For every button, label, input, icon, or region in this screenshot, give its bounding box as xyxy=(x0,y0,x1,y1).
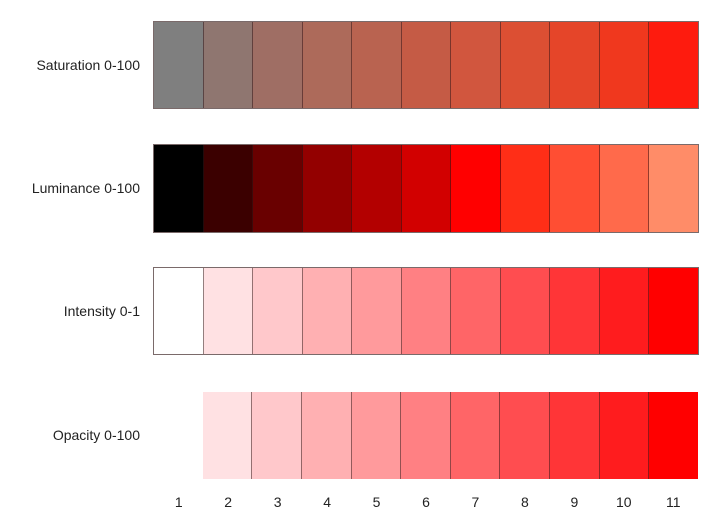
tick-label: 11 xyxy=(665,494,681,510)
color-swatch xyxy=(450,392,501,479)
color-swatch xyxy=(649,22,699,108)
color-swatch xyxy=(352,268,402,354)
color-swatch xyxy=(202,392,253,479)
color-swatch xyxy=(302,268,353,354)
color-swatch xyxy=(352,22,402,108)
tick-label: 8 xyxy=(521,494,529,510)
tick-label: 1 xyxy=(174,494,183,510)
color-swatch xyxy=(550,268,600,354)
color-swatch xyxy=(154,392,203,479)
color-swatch xyxy=(253,268,303,354)
color-swatch xyxy=(301,392,352,479)
color-swatch xyxy=(253,145,303,232)
opacity-bar xyxy=(154,392,699,479)
tick-label: 9 xyxy=(570,494,579,510)
color-swatch xyxy=(154,268,204,354)
color-swatch xyxy=(203,22,254,108)
color-swatch xyxy=(599,22,650,108)
tick-label: 7 xyxy=(471,494,480,510)
color-swatch xyxy=(599,145,650,232)
color-swatch xyxy=(550,22,600,108)
color-swatch xyxy=(302,22,353,108)
color-swatch xyxy=(500,392,551,479)
color-swatch xyxy=(401,392,451,479)
tick-label: 10 xyxy=(616,494,632,510)
tick-label: 2 xyxy=(224,494,233,510)
color-swatch xyxy=(500,22,551,108)
color-swatch xyxy=(252,392,302,479)
tick-label: 6 xyxy=(422,494,430,510)
color-swatch xyxy=(203,268,254,354)
row-label-intensity: Intensity 0-1 xyxy=(63,303,140,319)
x-axis-ticks: 1 2 3 4 5 6 7 8 9 10 11 xyxy=(154,494,698,510)
color-swatch xyxy=(500,268,551,354)
color-swatch xyxy=(649,392,699,479)
color-swatch xyxy=(599,268,650,354)
intensity-bar xyxy=(153,267,699,355)
tick-label: 4 xyxy=(323,494,331,510)
color-swatch xyxy=(401,22,452,108)
color-swatch xyxy=(550,392,600,479)
color-swatch xyxy=(154,145,204,232)
color-swatch xyxy=(302,145,353,232)
color-swatch xyxy=(203,145,254,232)
color-swatch xyxy=(253,22,303,108)
tick-label: 3 xyxy=(273,494,282,510)
row-label-luminance: Luminance 0-100 xyxy=(31,180,140,196)
color-swatch xyxy=(599,392,650,479)
luminance-bar xyxy=(153,144,699,233)
color-swatch xyxy=(500,145,551,232)
color-swatch xyxy=(401,268,452,354)
color-swatch xyxy=(451,268,501,354)
color-swatch xyxy=(649,145,699,232)
row-label-opacity: Opacity 0-100 xyxy=(52,427,140,443)
color-swatch xyxy=(401,145,452,232)
color-swatch xyxy=(352,145,402,232)
color-swatch xyxy=(550,145,600,232)
color-swatch xyxy=(451,22,501,108)
color-swatch xyxy=(351,392,402,479)
tick-label: 5 xyxy=(372,494,381,510)
color-swatch xyxy=(451,145,501,232)
color-swatch xyxy=(649,268,699,354)
row-label-saturation: Saturation 0-100 xyxy=(36,57,140,73)
color-swatch xyxy=(154,22,204,108)
saturation-bar xyxy=(153,21,699,109)
